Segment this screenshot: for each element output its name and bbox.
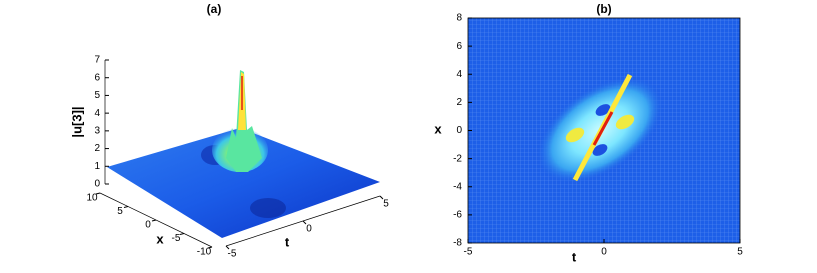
z-tick-label: 2: [94, 143, 100, 154]
x-tick: [95, 192, 101, 195]
x-tick-label: -5: [172, 233, 181, 244]
t-axis-label: t: [285, 234, 290, 249]
y-tick-label: -2: [453, 153, 462, 164]
z-axis-label: |u[3]|: [69, 106, 84, 137]
x-tick-label: 0: [145, 220, 151, 231]
x-tick: [151, 219, 157, 222]
x-tick: [123, 206, 129, 208]
y-tick-label: 4: [456, 69, 462, 80]
x-axis-label: x: [156, 231, 164, 246]
y-tick-label: 0: [456, 125, 462, 136]
y-tick-label: -6: [453, 210, 462, 221]
density-spot: [565, 127, 585, 143]
t-tick: [379, 195, 384, 200]
x-tick-label: 0: [601, 247, 607, 258]
surface-dip: [250, 198, 286, 218]
x-axis-label: t: [572, 249, 577, 264]
t-tick-label: -5: [228, 249, 237, 260]
x-tick: [179, 233, 185, 235]
t-tick: [225, 245, 230, 250]
panel-title: (a): [207, 2, 222, 16]
density-max: [592, 111, 614, 146]
x-tick-label: -10: [197, 247, 212, 258]
x-tick-label: -5: [464, 247, 473, 258]
x-tick-label: 5: [117, 206, 123, 217]
density-spot: [592, 144, 608, 156]
z-tick-label: 6: [94, 72, 100, 83]
panel-title: (b): [596, 2, 611, 16]
surface-plot: [107, 70, 380, 238]
z-tick-label: 7: [94, 55, 100, 66]
y-tick-label: 2: [456, 97, 462, 108]
density-spot: [615, 114, 635, 130]
t-tick-label: 0: [306, 224, 312, 235]
z-tick-label: 3: [94, 125, 100, 136]
x-tick: [207, 246, 213, 249]
y-axis-label: x: [434, 121, 442, 136]
x-tick-label: 10: [86, 193, 98, 204]
density-spot: [595, 104, 611, 116]
density-plot: [467, 17, 741, 244]
z-tick-label: 0: [94, 179, 100, 190]
t-tick: [302, 220, 307, 225]
z-tick-label: 4: [94, 108, 100, 119]
surface: [107, 128, 380, 238]
y-tick-label: 6: [456, 41, 462, 52]
x-tick-label: 5: [737, 247, 743, 258]
z-tick-label: 1: [94, 161, 100, 172]
y-tick-label: -8: [453, 238, 462, 249]
y-tick-label: 8: [456, 13, 462, 24]
y-tick-label: -4: [453, 181, 462, 192]
t-tick-label: 5: [383, 199, 389, 210]
z-tick-label: 5: [94, 90, 100, 101]
